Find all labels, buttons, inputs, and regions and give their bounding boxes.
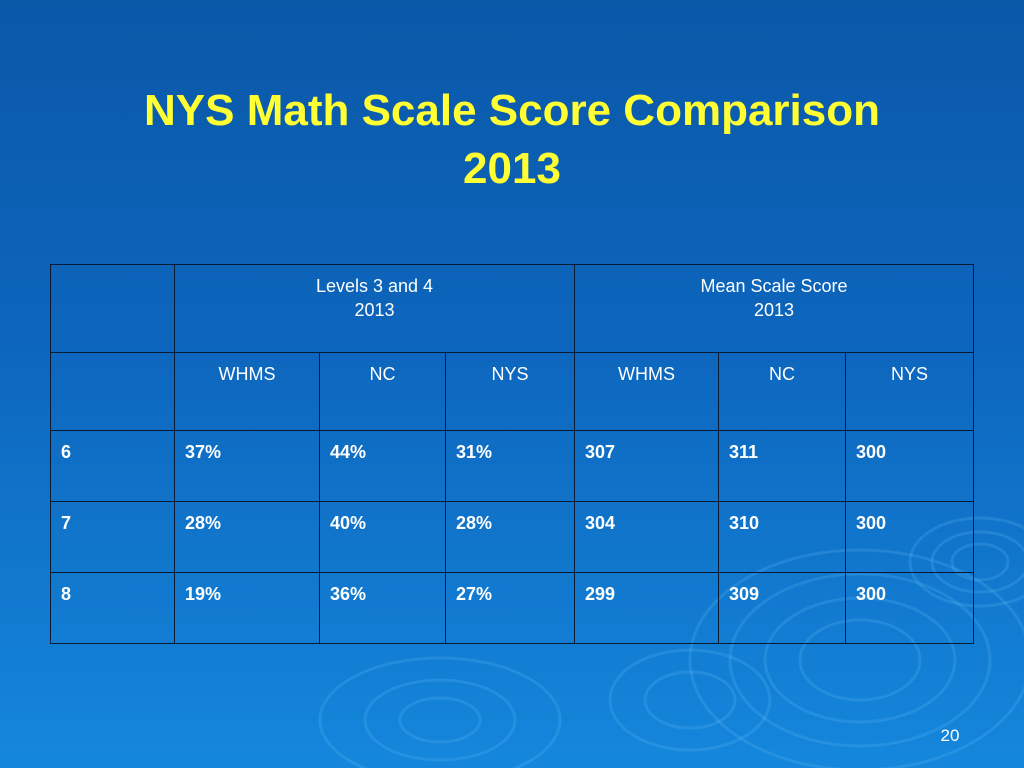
title-line-1: NYS Math Scale Score Comparison xyxy=(144,86,880,135)
subheader-nys-levels: NYS xyxy=(445,352,575,431)
table-cell: 44% xyxy=(319,430,446,502)
subheader-nys-mean: NYS xyxy=(844,352,975,431)
table-cell: 299 xyxy=(574,572,719,644)
subheader-row: WHMS NC NYS WHMS NC NYS xyxy=(50,352,975,431)
subheader-whms-levels: WHMS xyxy=(174,352,320,431)
grade-cell: 7 xyxy=(50,501,175,573)
slide-title: NYS Math Scale Score Comparison 2013 xyxy=(0,82,1024,198)
group-header-row: Levels 3 and 4 2013 Mean Scale Score 201… xyxy=(50,264,975,353)
table-cell: 19% xyxy=(174,572,320,644)
levels-header-year: 2013 xyxy=(354,300,395,320)
mean-header-label: Mean Scale Score xyxy=(700,276,848,296)
table-row: 6 37% 44% 31% 307 311 300 xyxy=(50,430,975,502)
table-cell: 28% xyxy=(174,501,320,573)
grade-cell: 6 xyxy=(50,430,175,502)
subheader-nc-levels: NC xyxy=(319,352,446,431)
title-line-2: 2013 xyxy=(463,144,561,193)
table-cell: 31% xyxy=(445,430,575,502)
table-cell: 28% xyxy=(445,501,575,573)
mean-scale-score-header: Mean Scale Score 2013 xyxy=(573,264,975,353)
table-row: 7 28% 40% 28% 304 310 300 xyxy=(50,501,975,573)
table-cell: 37% xyxy=(174,430,320,502)
mean-header-year: 2013 xyxy=(753,300,795,320)
table-cell: 307 xyxy=(574,430,719,502)
table-cell: 40% xyxy=(319,501,446,573)
table-cell: 304 xyxy=(574,501,719,573)
page-number: 20 xyxy=(940,726,960,745)
grade-cell: 8 xyxy=(50,572,175,644)
table-cell: 309 xyxy=(718,572,846,644)
table-row: 8 19% 36% 27% 299 309 300 xyxy=(50,572,975,644)
table-cell: 300 xyxy=(844,572,975,644)
table-cell: 300 xyxy=(844,430,975,502)
score-comparison-table: Levels 3 and 4 2013 Mean Scale Score 201… xyxy=(50,264,975,644)
levels-header-label: Levels 3 and 4 xyxy=(315,276,434,296)
subheader-blank-cell xyxy=(50,352,175,431)
table-cell: 311 xyxy=(718,430,846,502)
table-cell: 36% xyxy=(319,572,446,644)
subheader-whms-mean: WHMS xyxy=(574,352,719,431)
levels-3-4-header: Levels 3 and 4 2013 xyxy=(174,264,575,353)
corner-cell xyxy=(50,264,175,353)
subheader-nc-mean: NC xyxy=(718,352,846,431)
table-cell: 310 xyxy=(718,501,846,573)
table-cell: 300 xyxy=(844,501,975,573)
table-cell: 27% xyxy=(445,572,575,644)
